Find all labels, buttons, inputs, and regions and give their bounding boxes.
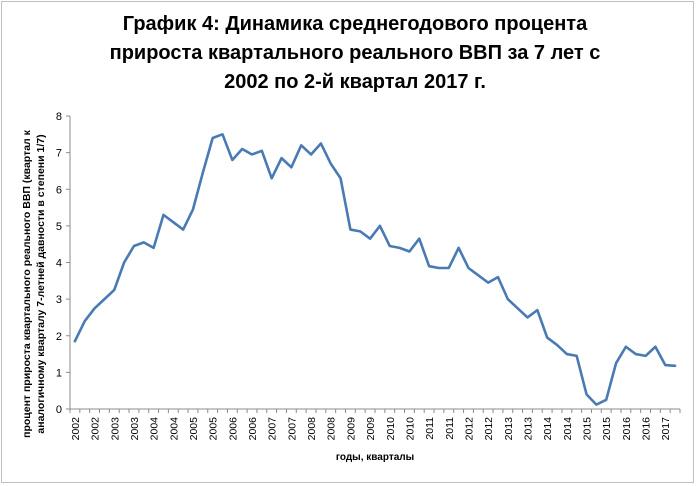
x-tick-label: 2006 xyxy=(247,417,259,441)
x-tick-label: 2013 xyxy=(523,417,535,441)
y-tick-label: 1 xyxy=(56,367,62,379)
x-tick-label: 2005 xyxy=(188,417,200,441)
x-tick-label: 2010 xyxy=(385,417,397,441)
x-tick-label: 2005 xyxy=(208,417,220,441)
x-axis-label: годы, кварталы xyxy=(335,452,415,463)
title-line: График 4: Динамика среднегодового процен… xyxy=(122,13,588,35)
y-tick-label: 4 xyxy=(56,258,62,270)
x-tick-label: 2009 xyxy=(365,417,377,441)
x-tick-label: 2012 xyxy=(463,417,475,441)
x-tick-label: 2008 xyxy=(326,417,338,441)
y-tick-label: 3 xyxy=(56,294,62,306)
x-tick-label: 2007 xyxy=(286,417,298,441)
x-tick-label: 2011 xyxy=(444,417,456,440)
x-tick-label: 2009 xyxy=(345,417,357,441)
y-tick-label: 0 xyxy=(56,404,62,416)
x-tick-label: 2008 xyxy=(306,417,318,441)
y-tick-label: 6 xyxy=(56,184,62,196)
x-tick-label: 2011 xyxy=(424,417,436,440)
x-tick-label: 2015 xyxy=(601,417,613,441)
x-tick-label: 2002 xyxy=(70,417,82,441)
x-tick-label: 2003 xyxy=(129,417,141,441)
series-line xyxy=(73,133,677,406)
x-tick-label: 2014 xyxy=(562,417,574,441)
x-tick-label: 2015 xyxy=(582,417,594,441)
title-line: 2002 по 2-й квартал 2017 г. xyxy=(224,71,486,93)
x-tick-label: 2016 xyxy=(621,417,633,441)
title-line: прироста квартального реального ВВП за 7… xyxy=(109,42,601,64)
x-tick-label: 2002 xyxy=(90,417,102,441)
y-tick-label: 7 xyxy=(56,148,62,160)
x-tick-label: 2010 xyxy=(404,417,416,441)
x-tick-label: 2013 xyxy=(503,417,515,441)
x-tick-label: 2017 xyxy=(660,417,672,441)
x-tick-label: 2014 xyxy=(542,417,554,441)
x-tick-label: 2004 xyxy=(149,417,161,441)
y-tick-label: 5 xyxy=(56,221,62,233)
chart-title: График 4: Динамика среднегодового процен… xyxy=(60,10,650,97)
x-tick-label: 2016 xyxy=(641,417,653,441)
x-tick-label: 2007 xyxy=(267,417,279,441)
x-tick-label: 2012 xyxy=(483,417,495,441)
x-tick-label: 2004 xyxy=(168,417,180,441)
y-tick-label: 8 xyxy=(56,111,62,123)
x-tick-label: 2003 xyxy=(109,417,121,441)
y-tick-label: 2 xyxy=(56,331,62,343)
x-tick-label: 2006 xyxy=(227,417,239,441)
